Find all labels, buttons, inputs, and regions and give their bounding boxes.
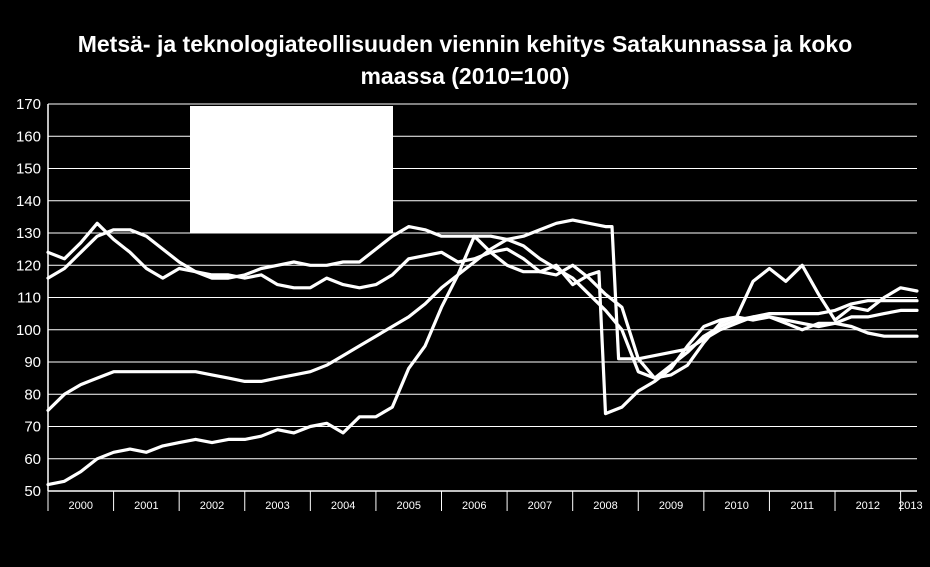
chart-title-line-1: Metsä- ja teknologiateollisuuden viennin… [77, 31, 853, 57]
series-line-4 [46, 234, 919, 487]
y-tick-label: 170 [16, 96, 41, 113]
y-tick-label: 150 [16, 161, 41, 178]
x-tick-label: 2011 [790, 500, 814, 512]
x-tick-label: 2010 [724, 500, 748, 512]
x-tick-label: 2008 [593, 500, 617, 512]
legend-box [190, 106, 393, 233]
x-tick-label: 2002 [200, 500, 224, 512]
x-tick-label: 2009 [659, 500, 683, 512]
chart-title-line-2: maassa (2010=100) [360, 63, 570, 89]
x-axis-ticks: 2000 2001 2002 2003 2004 2005 2006 2007 2008 2009… [69, 500, 923, 512]
series-line-2 [46, 221, 919, 380]
y-tick-label: 60 [24, 451, 41, 468]
y-tick-label: 70 [24, 419, 41, 436]
y-axis-ticks: 50 60 70 80 90 100 110 120 130 140 150 160 170 [16, 96, 41, 500]
y-tick-label: 140 [16, 193, 41, 210]
y-tick-label: 120 [16, 257, 41, 274]
x-tick-label: 2001 [134, 500, 158, 512]
x-tick-label: 2006 [462, 500, 486, 512]
y-tick-label: 160 [16, 128, 41, 145]
x-tick-label: 2013 [898, 500, 922, 512]
y-tick-label: 100 [16, 322, 41, 339]
x-tick-label: 2007 [528, 500, 552, 512]
x-tick-label: 2004 [331, 500, 355, 512]
y-tick-label: 80 [24, 386, 41, 403]
x-tick-label: 2005 [396, 500, 420, 512]
x-tick-label: 2003 [265, 500, 289, 512]
y-tick-label: 90 [24, 354, 41, 371]
y-tick-label: 50 [24, 483, 41, 500]
series-line-1 [46, 218, 919, 361]
y-tick-label: 110 [17, 290, 41, 307]
y-tick-label: 130 [16, 225, 41, 242]
x-tick-label: 2012 [856, 500, 880, 512]
x-tick-label: 2000 [69, 500, 93, 512]
chart-title: Metsä- ja teknologiateollisuuden viennin… [0, 28, 930, 92]
axes [47, 104, 917, 511]
gridlines [48, 103, 917, 492]
series-lines [46, 218, 919, 487]
